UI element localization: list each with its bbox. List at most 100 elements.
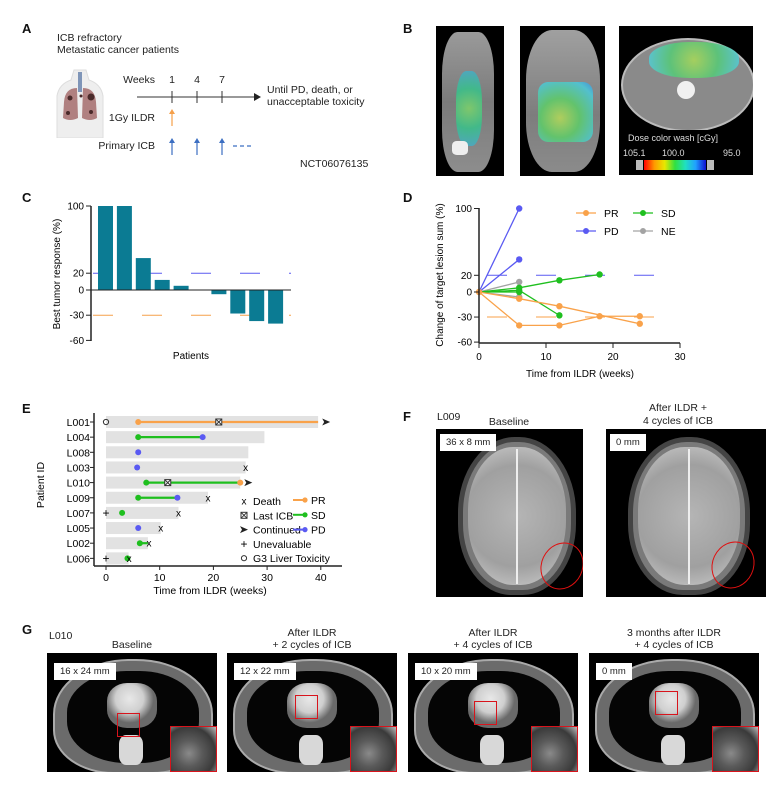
x-tick-label: 10 [154, 572, 166, 584]
lesion-measurement: 0 mm [610, 434, 646, 451]
last-icb-cross [240, 511, 248, 519]
treatment-duration-bar [106, 522, 161, 535]
data-point-pr [636, 313, 643, 320]
response-dot-sd [124, 555, 131, 562]
legend-marker-ne [640, 228, 646, 234]
unevaluable-plus-icon: + [102, 551, 109, 565]
sagittal-ct-dose-image [436, 26, 504, 176]
y-tick-label: -30 [70, 311, 85, 322]
response-dot-sd [135, 494, 142, 501]
chest-ct-image: 12 x 22 mm [227, 653, 397, 772]
bar-patient-7 [211, 290, 227, 295]
dose-tick-label: 105.1 [623, 148, 646, 158]
x-tick-label: 20 [607, 352, 619, 363]
unevaluable-plus-icon: + [240, 537, 247, 551]
image-title: + 4 cycles of ICB [453, 639, 533, 651]
unevaluable-plus-icon: + [102, 506, 109, 520]
bar-patient-4 [154, 279, 170, 290]
icb-arrow-icon [219, 138, 225, 155]
brain-mri-followup-image: 0 mm [606, 429, 766, 597]
last-icb-cross [215, 418, 223, 426]
legend-label-ne: NE [661, 226, 676, 238]
lesion-measurement: 16 x 24 mm [54, 663, 116, 680]
y-tick-label: 100 [67, 202, 84, 213]
legend-marker-pr [302, 497, 308, 503]
response-dot-pd [199, 434, 206, 441]
legend-label-pr: PR [311, 495, 326, 507]
data-point-sd [556, 277, 563, 284]
lesion-roi-box [295, 695, 318, 719]
y-axis-label: Best tumor response (%) [52, 219, 63, 330]
legend-marker-pd [302, 527, 308, 533]
response-dot-pd [134, 464, 141, 471]
legend-label-last-icb: Last ICB [253, 510, 293, 522]
x-tick-label: 0 [476, 352, 482, 363]
data-point-sd [596, 271, 603, 278]
timeline-arrowhead-icon [254, 93, 261, 101]
ildr-label: 1Gy ILDR [108, 112, 155, 124]
week-tick-label: 4 [194, 74, 200, 86]
death-x-icon: x [242, 497, 247, 508]
series-line-sd [478, 273, 600, 293]
dose-color-legend: Dose color wash [cGy] 105.1 100.0 95.0 [619, 130, 753, 175]
panel-label-d: D [403, 190, 413, 205]
legend-label-pr: PR [604, 208, 619, 220]
bar-patient-5 [173, 285, 189, 290]
treatment-duration-bar [106, 461, 246, 474]
cohort-title-line-1: ICB refractory [57, 32, 122, 44]
colorbar-left-handle-icon [636, 160, 643, 170]
treatment-duration-bar [106, 446, 249, 459]
treatment-duration-bar [106, 552, 129, 565]
dose-legend-title: Dose color wash [cGy] [628, 133, 719, 143]
patient-id-label: L008 [67, 447, 91, 459]
legend-marker-pd [583, 228, 589, 234]
response-dot-pd [135, 449, 142, 456]
patient-id-label: L001 [67, 417, 91, 429]
lesion-zoom-inset [350, 726, 397, 772]
last-icb-cross [164, 479, 172, 486]
response-dot-sd [119, 509, 126, 516]
image-title: + 2 cycles of ICB [272, 639, 352, 651]
thorax-lungs-illustration [56, 69, 104, 138]
chest-ct-image: 16 x 24 mm [47, 653, 217, 772]
response-dot-pr [237, 479, 244, 486]
death-x-icon: x [243, 463, 248, 474]
data-point-pr [636, 320, 643, 327]
data-point-pd [516, 256, 523, 263]
legend-label-unevaluable: Unevaluable [253, 539, 312, 551]
death-x-icon: x [146, 539, 151, 550]
legend-label-g3-liver-toxicity: G3 Liver Toxicity [253, 553, 331, 565]
continued-arrow-icon [244, 479, 253, 487]
legend-label-sd: SD [661, 208, 676, 220]
last-icb-boxed-x-icon [215, 418, 223, 426]
last-icb-boxed-x-icon [164, 479, 172, 487]
legend-label-sd: SD [311, 510, 326, 522]
data-point-pr [556, 302, 563, 310]
panel-label-e: E [22, 401, 31, 416]
icb-arrow-icon [169, 138, 175, 155]
lesion-zoom-inset [170, 726, 217, 772]
coronal-ct-dose-image [520, 26, 605, 176]
panel-label-c: C [22, 190, 32, 205]
data-point-ne [516, 278, 523, 286]
legend-marker-sd [302, 512, 308, 518]
bar-patient-10 [268, 290, 284, 324]
dose-colorbar [644, 160, 706, 170]
patient-id-label: L010 [67, 478, 91, 490]
y-axis-label: Patient ID [35, 462, 47, 509]
endpoint-line-1: Until PD, death, or [267, 84, 353, 96]
lesion-measurement: 0 mm [596, 663, 632, 680]
axial-ct-dose-image [619, 26, 753, 130]
response-dot-pr [135, 419, 142, 425]
patient-id-label: L004 [67, 432, 91, 444]
y-tick-label: 20 [461, 271, 473, 282]
g3-toxicity-circle-icon [240, 555, 248, 562]
lesion-roi-box [117, 713, 140, 737]
y-tick-label: 0 [466, 288, 472, 299]
lesion-measurement: 12 x 22 mm [234, 663, 296, 680]
weeks-label: Weeks [123, 74, 155, 86]
dose-tick-label: 95.0 [723, 148, 741, 158]
endpoint-line-2: unacceptable toxicity [267, 96, 365, 108]
y-tick-label: 100 [455, 204, 472, 215]
week-tick-label: 1 [169, 74, 175, 86]
